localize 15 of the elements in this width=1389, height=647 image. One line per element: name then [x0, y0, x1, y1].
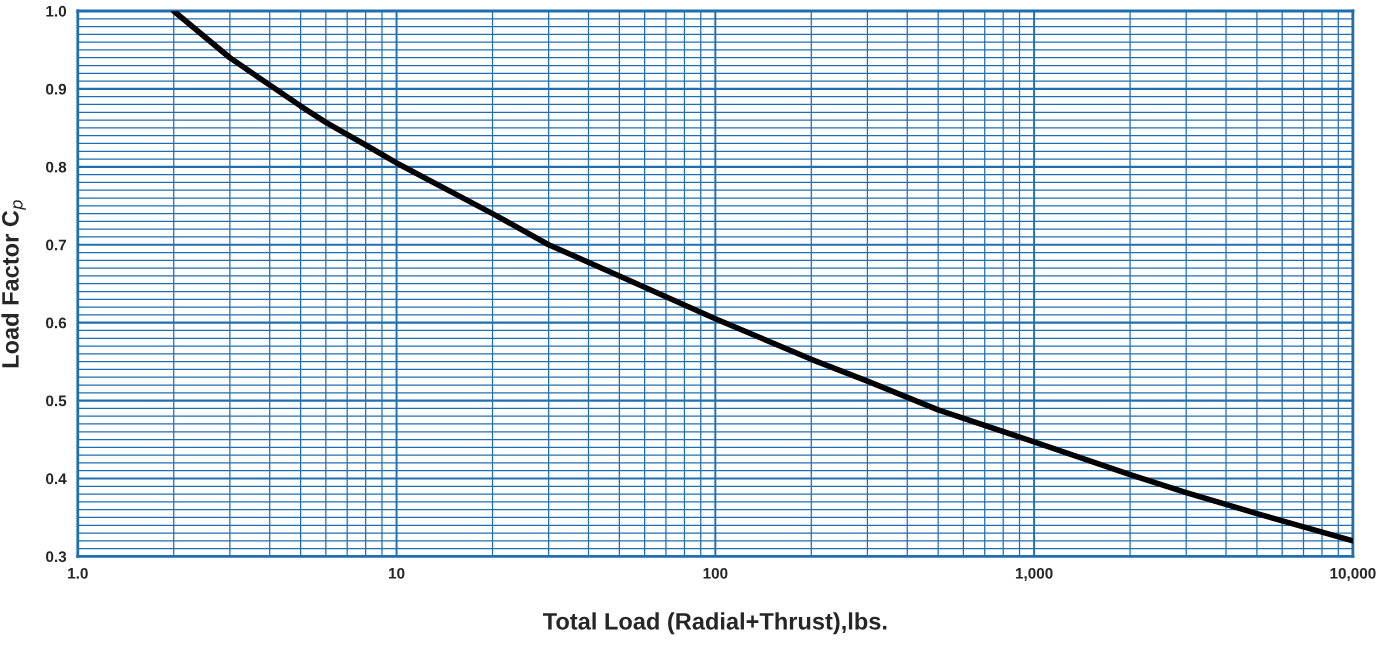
y-tick-label: 0.7 — [46, 239, 66, 251]
x-tick-label: 10 — [389, 567, 405, 579]
x-tick-label: 1.0 — [68, 567, 88, 579]
x-tick-label: 1,000 — [1015, 567, 1053, 581]
x-tick-label: 10,000 — [1330, 567, 1376, 581]
y-tick-label: 0.4 — [46, 473, 67, 485]
y-tick-label: 0.8 — [46, 161, 67, 173]
y-tick-label: 0.9 — [46, 83, 67, 95]
y-axis-title: Load Factor C$_{p}$ — [1, 200, 26, 368]
y-tick-label: 1.0 — [46, 5, 67, 17]
x-tick-label: 100 — [703, 567, 728, 579]
x-axis-title: Total Load (Radial+Thrust),lbs. — [543, 612, 887, 635]
y-tick-label: 0.6 — [46, 317, 67, 329]
y-tick-label: 0.3 — [46, 551, 67, 563]
y-tick-label: 0.5 — [46, 395, 67, 407]
